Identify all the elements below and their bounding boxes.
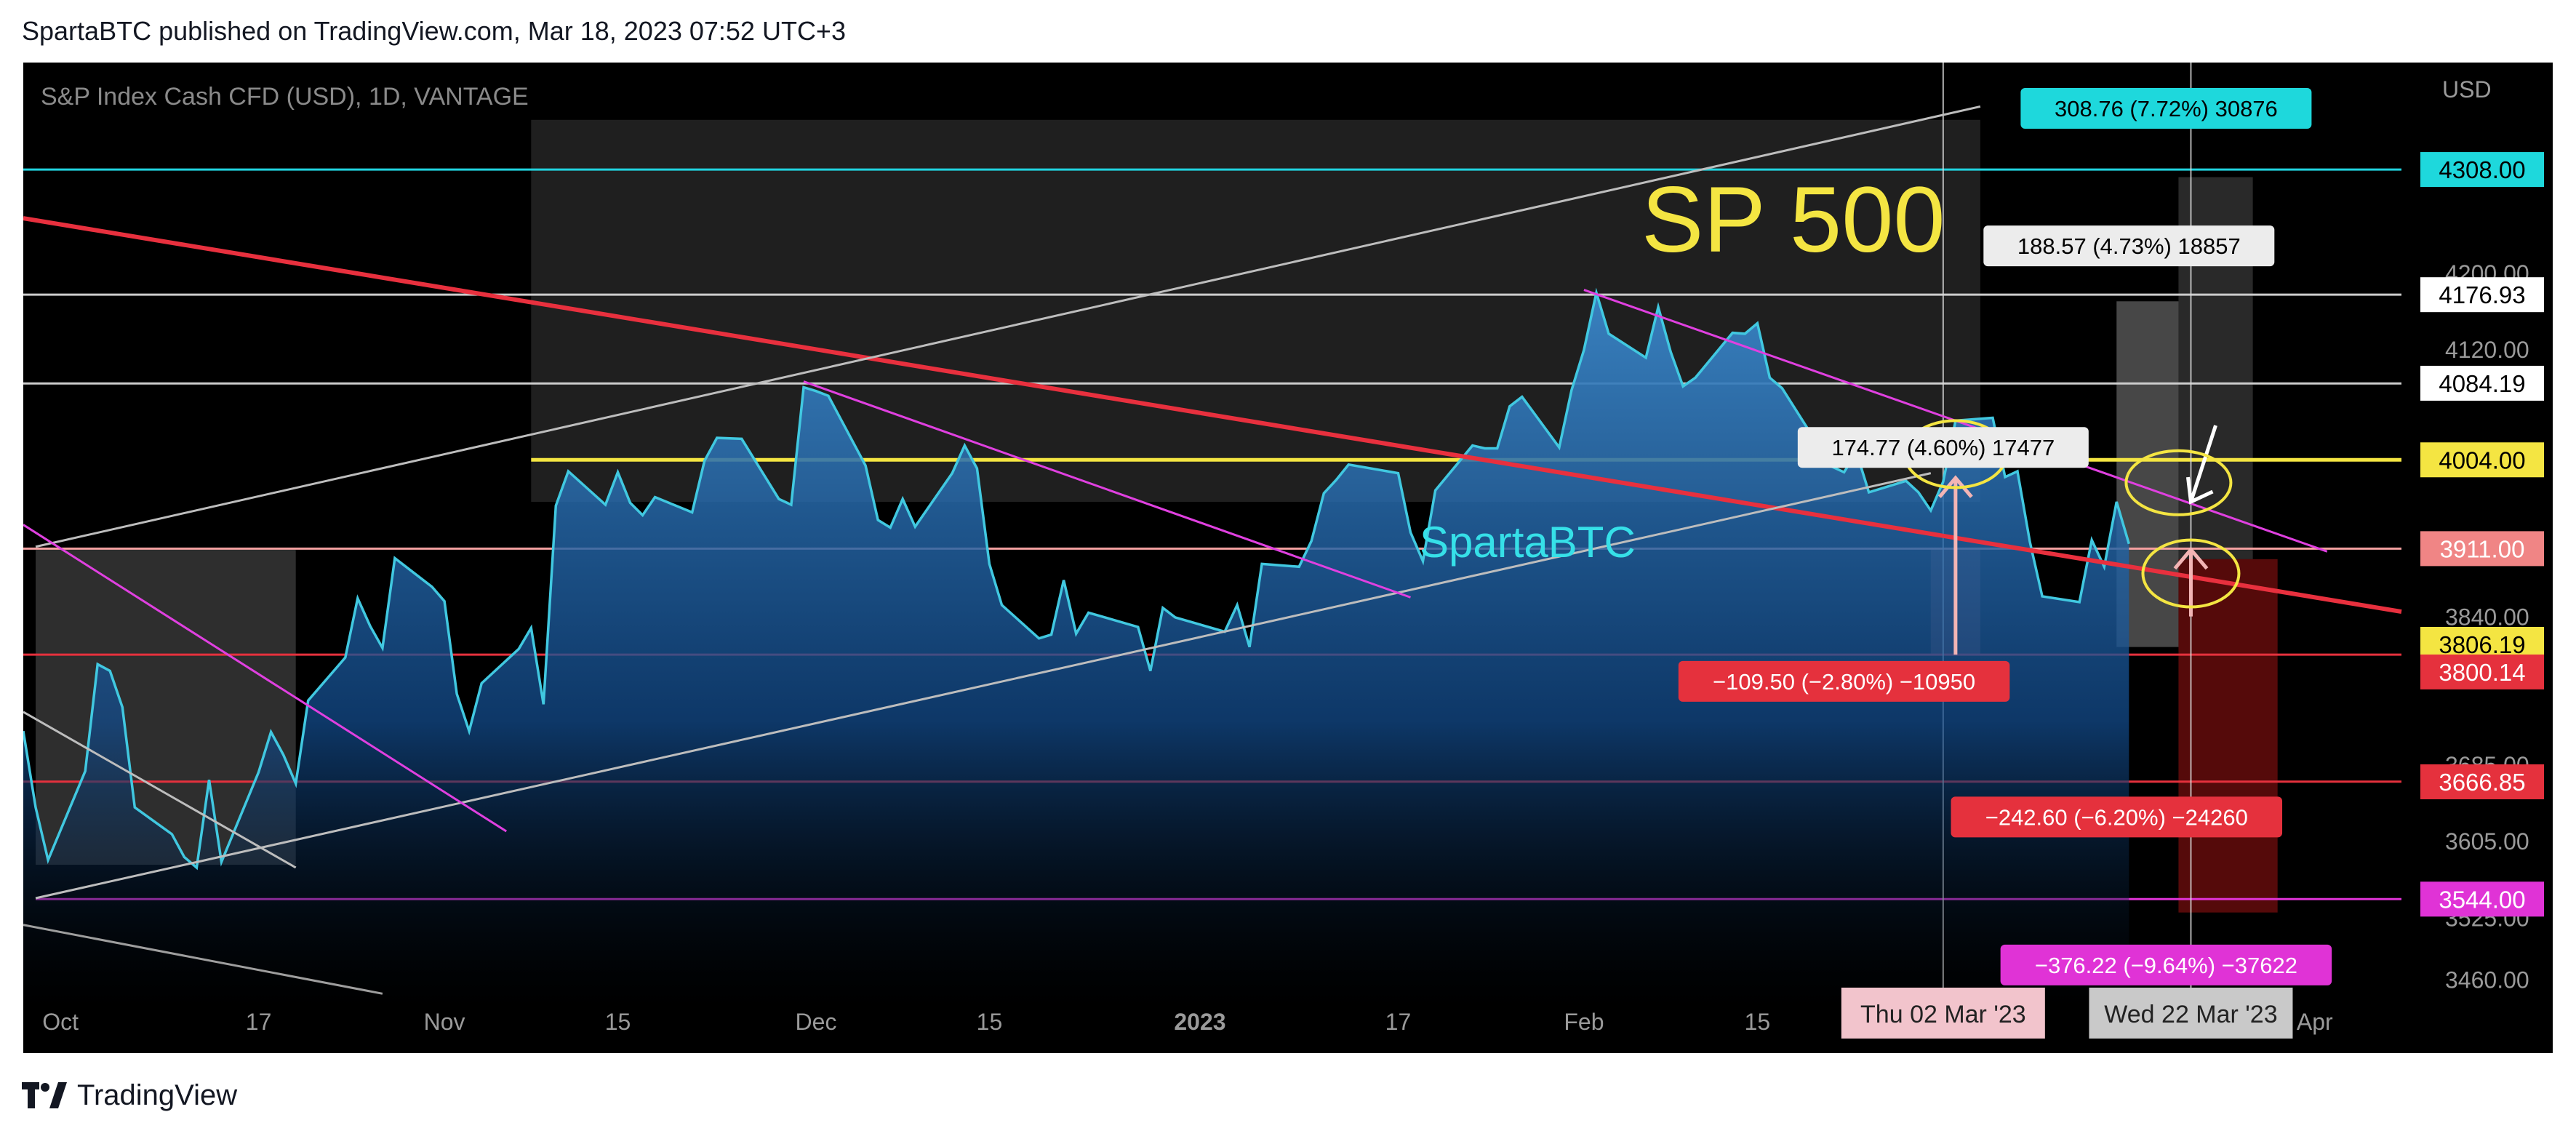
price-line[interactable]	[23, 287, 2130, 871]
price-axis-label: 3911.00	[2420, 531, 2544, 567]
measure-tool-label[interactable]: −242.60 (−6.20%) −24260	[1951, 796, 2283, 838]
price-axis-label: 4176.93	[2420, 277, 2544, 313]
price-label-text: 4308.00	[2439, 156, 2525, 183]
footer: TradingView	[22, 1075, 237, 1116]
y-axis-tick-label: 3460.00	[2445, 967, 2529, 993]
measure-label-text: 174.77 (4.60%) 17477	[1831, 435, 2055, 460]
price-label-background	[2420, 654, 2544, 689]
tradingview-brand: TradingView	[77, 1079, 238, 1111]
price-axis-label: 4004.00	[2420, 442, 2544, 478]
measure-tool-label[interactable]: 308.76 (7.72%) 30876	[2020, 88, 2312, 129]
measure-label-background	[2000, 944, 2332, 985]
measure-label-background	[1951, 796, 2283, 838]
trendline-small-channel-lower[interactable]	[23, 711, 297, 869]
x-axis-tick-label: Dec	[796, 1009, 837, 1035]
price-area-fill	[23, 292, 2129, 1008]
x-axis-tick-label: 15	[977, 1009, 1003, 1035]
measure-label-text: 308.76 (7.72%) 30876	[2055, 96, 2278, 121]
trendline-pink-trend-1[interactable]	[23, 524, 508, 833]
measure-label-text: −376.22 (−9.64%) −37622	[2035, 953, 2297, 978]
x-axis-tick-label: 17	[1385, 1009, 1412, 1035]
trendline-channel-lower[interactable]	[35, 472, 1932, 900]
trendline-red-downtrend[interactable]	[23, 216, 2402, 615]
author-text-annotation: SpartaBTC	[1420, 518, 1636, 567]
price-label-background	[2420, 152, 2544, 188]
x-axis-tick-label: Oct	[42, 1009, 79, 1035]
highlight-circle-annotation	[2141, 538, 2241, 609]
shaded-box-risk-box	[2178, 559, 2278, 913]
price-label-text: 3911.00	[2440, 535, 2525, 562]
x-axis-tick-label: 17	[246, 1009, 272, 1035]
price-label-background	[2420, 764, 2544, 799]
up-arrow-head-icon	[1937, 475, 1973, 498]
down-arrow-icon	[2189, 425, 2217, 503]
x-axis-tick-label: Apr	[2297, 1009, 2333, 1035]
x-axis-tick-label: 2023	[1174, 1009, 1225, 1035]
measure-label-text: −109.50 (−2.80%) −10950	[1713, 669, 1975, 695]
measure-tool-label[interactable]: 174.77 (4.60%) 17477	[1797, 427, 2089, 468]
trendline-channel-upper[interactable]	[35, 105, 1981, 548]
measure-label-text: −242.60 (−6.20%) −24260	[1985, 804, 2248, 830]
price-label-background	[2420, 442, 2544, 478]
measure-tool-label[interactable]: −109.50 (−2.80%) −10950	[1678, 660, 2010, 702]
measure-label-text: 188.57 (4.73%) 18857	[2017, 233, 2241, 259]
up-arrow-head-icon	[2173, 546, 2209, 570]
date-badge-background	[2089, 988, 2293, 1039]
price-label-background	[2420, 531, 2544, 567]
price-axis-label: 4084.19	[2420, 365, 2544, 401]
measure-label-background	[1678, 660, 2010, 702]
price-axis-label: 3544.00	[2420, 881, 2544, 917]
measure-label-background	[1797, 427, 2089, 468]
chart-panel[interactable]: Oct 17 Nov 15 Dec 15 2023 17 Feb 15 Apr Thu 02 Mar …	[23, 63, 2553, 1053]
y-axis-tick-label: 3840.00	[2445, 604, 2529, 631]
price-chart[interactable]: Oct 17 Nov 15 Dec 15 2023 17 Feb 15 Apr Thu 02 Mar …	[23, 63, 2553, 1053]
price-label-background	[2420, 881, 2544, 917]
trendline-gray-bottom-line[interactable]	[23, 924, 383, 995]
date-badge-background	[1841, 988, 2045, 1039]
x-axis-tick-label: Nov	[424, 1009, 465, 1035]
x-axis-tick-label: Feb	[1564, 1009, 1604, 1035]
measure-label-background	[1983, 225, 2275, 267]
measure-tool-label[interactable]: 188.57 (4.73%) 18857	[1983, 225, 2275, 267]
price-axis-label: 3666.85	[2420, 764, 2544, 799]
price-label-text: 4084.19	[2439, 370, 2525, 397]
published-header: SpartaBTC published on TradingView.com, …	[22, 16, 846, 46]
price-label-text: 3544.00	[2439, 886, 2525, 913]
highlight-circle-annotation	[2124, 449, 2233, 516]
x-axis-tick-label: 15	[605, 1009, 631, 1035]
measure-label-background	[2020, 88, 2312, 129]
chart-title: S&P Index Cash CFD (USD), 1D, VANTAGE	[41, 83, 529, 111]
price-label-text: 3666.85	[2439, 769, 2525, 796]
down-arrow-head-icon	[2185, 476, 2214, 505]
date-badge-label: Wed 22 Mar '23	[2104, 1001, 2277, 1028]
date-badge-label: Thu 02 Mar '23	[1860, 1001, 2026, 1028]
price-label-text: 4176.93	[2439, 281, 2525, 308]
date-cursor-badge: Wed 22 Mar '23	[2089, 988, 2293, 1039]
tradingview-logo-icon	[22, 1082, 67, 1108]
x-axis-tick-label: 15	[1745, 1009, 1771, 1035]
price-axis-label: 4308.00	[2420, 152, 2544, 188]
trendline-pink-trend-2[interactable]	[803, 380, 1412, 599]
currency-label: USD	[2442, 76, 2492, 103]
measure-tool-label[interactable]: −376.22 (−9.64%) −37622	[2000, 944, 2332, 985]
y-axis-tick-label: 4120.00	[2445, 337, 2529, 363]
y-axis-tick-label: 3605.00	[2445, 828, 2529, 855]
price-label-background	[2420, 365, 2544, 401]
price-label-text: 4004.00	[2439, 447, 2525, 473]
price-label-background	[2420, 277, 2544, 313]
price-label-text: 3800.14	[2439, 659, 2525, 686]
price-label-text: 3806.19	[2439, 631, 2525, 658]
date-cursor-badge: Thu 02 Mar '23	[1841, 988, 2045, 1039]
price-axis-label: 3800.14	[2420, 654, 2544, 689]
sp500-text-annotation: SP 500	[1641, 168, 1945, 272]
